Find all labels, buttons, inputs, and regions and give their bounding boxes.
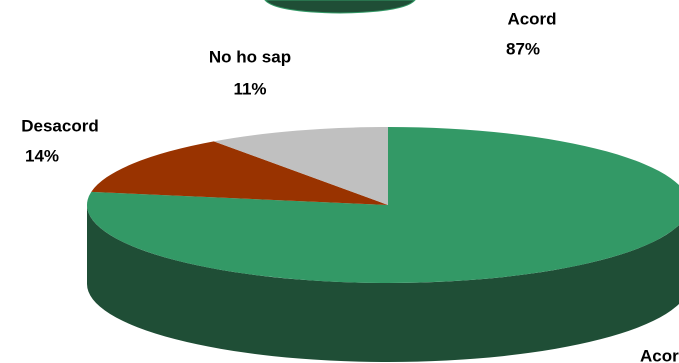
cropped-label: Acord	[640, 346, 679, 363]
slice-side	[87, 205, 679, 362]
value-label: 14%	[25, 146, 59, 165]
value-label: 11%	[233, 79, 266, 98]
slice-label: Desacord	[21, 116, 98, 135]
slice	[91, 141, 389, 205]
value-label: 87%	[506, 39, 540, 58]
slice-label: No ho sap	[209, 47, 291, 66]
slice-label: Acord	[507, 9, 556, 28]
slice	[213, 127, 388, 205]
slice	[87, 127, 679, 283]
cropped-pie-fragment	[264, 0, 416, 14]
